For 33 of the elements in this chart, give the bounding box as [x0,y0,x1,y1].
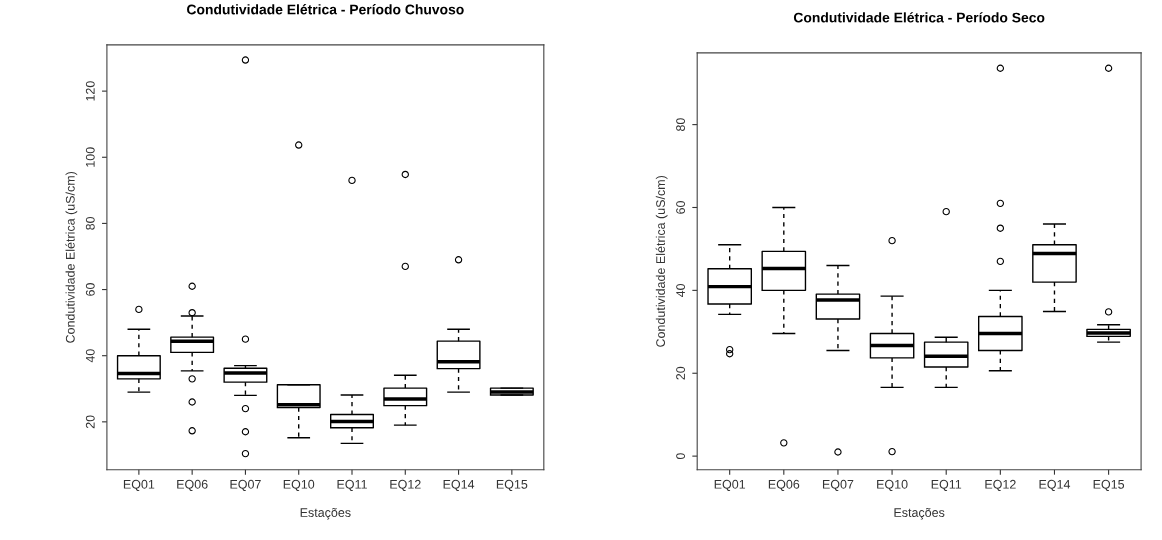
y-tick-label: 80 [85,216,95,230]
x-axis-title: Estações [894,507,945,520]
x-tick-label: EQ12 [390,479,421,491]
y-axis-title: Condutividade Elétrica (uS/cm) [65,171,78,343]
x-tick-label: EQ07 [822,479,854,491]
y-tick-label: 20 [676,366,686,380]
y-tick-label: 0 [676,453,686,460]
x-tick-label: EQ06 [177,479,208,491]
x-tick-label: EQ11 [337,479,367,491]
x-tick-label: EQ10 [283,479,315,491]
x-tick-label: EQ01 [714,479,746,491]
x-tick-label: EQ15 [496,479,528,491]
y-tick-label: 100 [85,147,95,167]
x-tick-label: EQ12 [985,479,1016,491]
x-tick-label: EQ10 [877,479,908,491]
x-tick-label: EQ14 [443,479,475,491]
x-tick-label: EQ06 [768,479,800,491]
y-tick-label: 80 [676,118,686,132]
x-tick-label: EQ15 [1093,479,1125,491]
x-tick-label: EQ11 [931,479,962,491]
y-tick-label: 20 [85,415,95,429]
y-tick-label: 60 [85,283,95,296]
chart-title: Condutividade Elétrica - Período Seco [793,12,1045,23]
chart-title: Condutividade Elétrica - Período Chuvoso [187,4,464,15]
x-tick-label: EQ07 [230,479,261,491]
y-tick-label: 40 [85,349,95,363]
y-tick-label: 120 [85,81,95,101]
x-tick-label: EQ01 [123,479,155,491]
y-tick-label: 60 [676,201,686,214]
y-tick-label: 40 [676,283,686,298]
y-axis-title: Condutividade Elétrica (uS/cm) [655,175,668,347]
x-tick-label: EQ14 [1039,479,1071,491]
x-axis-title: Estações [300,507,351,520]
